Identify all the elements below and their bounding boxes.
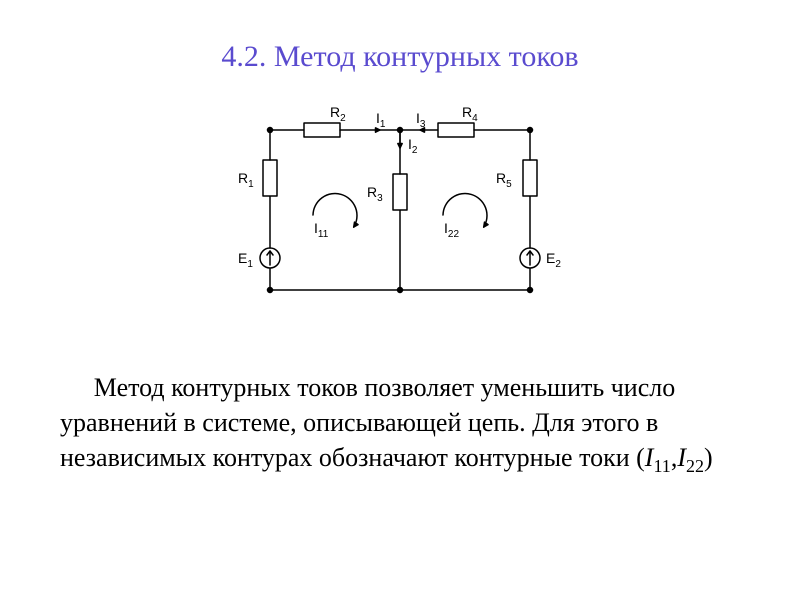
- body-I2: I: [677, 443, 686, 472]
- label-e2: E2: [546, 250, 561, 270]
- label-i22: I22: [444, 220, 459, 240]
- circuit-diagram: R1 R2 R3 R4 R5 E1 E2 I1 I2 I3 I11 I22: [230, 100, 570, 320]
- page-title: 4.2. Метод контурных токов: [0, 40, 800, 74]
- body-paragraph: Метод контурных токов позволяет уменьшит…: [60, 370, 740, 479]
- label-i3: I3: [416, 110, 425, 130]
- label-i11: I11: [314, 220, 328, 240]
- body-22: 22: [686, 456, 704, 476]
- label-r5: R5: [496, 170, 512, 190]
- label-i2: I2: [408, 136, 417, 156]
- body-close: ): [704, 443, 713, 472]
- body-11: 11: [653, 456, 670, 476]
- label-r4: R4: [462, 104, 478, 124]
- circuit-svg: [230, 100, 570, 320]
- label-r2: R2: [330, 104, 346, 124]
- label-e1: E1: [238, 250, 253, 270]
- label-r1: R1: [238, 170, 254, 190]
- label-r3: R3: [367, 184, 383, 204]
- label-i1: I1: [376, 110, 385, 130]
- body-pre: Метод контурных токов позволяет уменьшит…: [60, 373, 675, 472]
